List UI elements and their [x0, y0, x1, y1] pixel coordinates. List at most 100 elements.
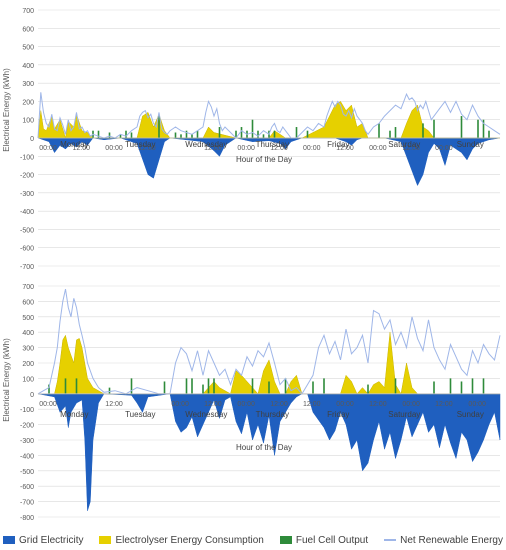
legend-swatch-net-renewable [384, 539, 397, 541]
x-tick-label: 12:00 [303, 401, 321, 408]
y-tick-label: 400 [22, 330, 34, 337]
fuel-cell-bar [378, 123, 380, 138]
y-tick-label: -200 [20, 423, 34, 430]
day-label: Saturday [388, 410, 420, 419]
fuel-cell-bar [48, 384, 50, 394]
x-tick-label: 00:00 [336, 401, 354, 408]
day-label: Wednesday [185, 140, 227, 149]
x-tick-label: 12:00 [204, 145, 222, 152]
fuel-cell-bar [433, 119, 435, 138]
day-label: Tuesday [125, 140, 155, 149]
x-tick-label: 00:00 [468, 401, 486, 408]
x-tick-label: 00:00 [369, 145, 387, 152]
fuel-cell-bar [207, 378, 210, 394]
fuel-cell-bar [306, 130, 309, 138]
fuel-cell-bar [273, 130, 276, 138]
series-net-renewable-line [37, 288, 501, 395]
x-tick-label: 12:00 [270, 145, 288, 152]
x-tick-label: 12:00 [105, 401, 123, 408]
series-electrolyser-area [38, 332, 500, 395]
fuel-cell-bar [262, 134, 265, 138]
legend-item-fuel-cell: Fuel Cell Output [279, 534, 369, 546]
y-axis-label: Electrical Energy (kWh) [2, 338, 11, 422]
fuel-cell-bar [460, 116, 463, 138]
fuel-cell-bar [125, 130, 127, 138]
fuel-cell-bar [323, 378, 325, 394]
y-tick-label: -100 [20, 407, 34, 414]
y-tick-label: 200 [22, 361, 34, 368]
fuel-cell-bar [163, 381, 166, 394]
y-tick-label: -400 [20, 209, 34, 216]
fuel-cell-bar [218, 127, 221, 138]
fuel-cell-bar [130, 132, 133, 138]
chart-panel-2: -800 -700 -600 -500 -400 -300 -200 -100 0 100 200 3… [2, 284, 501, 522]
fuel-cell-bar [108, 132, 111, 138]
x-tick-label: 12:00 [336, 145, 354, 152]
x-tick-label: 00:00 [435, 145, 453, 152]
y-tick-label: 100 [22, 376, 34, 383]
day-label: Friday [327, 410, 349, 419]
legend: Grid Electricity Electrolyser Energy Con… [0, 531, 506, 549]
fuel-cell-bar [394, 127, 397, 138]
day-label: Wednesday [185, 410, 227, 419]
x-tick-label: 12:00 [72, 145, 90, 152]
fuel-cell-bar [482, 119, 485, 138]
x-tick-label: 00:00 [171, 401, 189, 408]
day-label: Monday [60, 410, 88, 419]
fuel-cell-bar [108, 387, 111, 394]
fuel-cell-bar [64, 378, 67, 394]
fuel-cell-bar [130, 378, 133, 394]
day-label: Friday [327, 140, 349, 149]
y-tick-label: -200 [20, 173, 34, 180]
x-axis-label: Hour of the Day [236, 155, 292, 164]
y-tick-label: 700 [22, 284, 34, 291]
fuel-cell-bar [213, 378, 215, 394]
x-tick-label: 00:00 [237, 401, 255, 408]
fuel-cell-bar [191, 134, 193, 138]
x-tick-label: 00:00 [402, 401, 420, 408]
series-grid-electricity-area [37, 137, 501, 187]
y-tick-label: -700 [20, 500, 34, 507]
y-tick-label: 300 [22, 346, 34, 353]
fuel-cell-bar [180, 134, 182, 138]
y-tick-label: 100 [22, 118, 34, 125]
y-tick-label: 600 [22, 26, 34, 33]
chart-panel-1: -700 -600 -500 -400 -300 -200 -100 0 100 200 300 40… [2, 8, 501, 271]
fuel-cell-bar [202, 384, 204, 394]
fuel-cell-bar [422, 123, 424, 138]
day-label: Tuesday [125, 410, 155, 419]
legend-label-electrolyser: Electrolyser Energy Consumption [115, 534, 264, 546]
fuel-cell-bar [158, 116, 160, 138]
fuel-cell-bar [75, 378, 78, 394]
fuel-cell-bar [191, 378, 193, 394]
y-tick-label: 200 [22, 99, 34, 106]
legend-item-grid: Grid Electricity [3, 535, 83, 546]
x-axis-label: Hour of the Day [236, 443, 292, 452]
y-tick-label: -300 [20, 191, 34, 198]
day-label: Saturday [388, 140, 420, 149]
fuel-cell-bar [482, 378, 485, 394]
legend-label-grid: Grid Electricity [19, 534, 84, 546]
fuel-cell-bar [257, 130, 259, 138]
x-tick-label: 12:00 [369, 401, 387, 408]
fuel-cell-bar [488, 130, 490, 138]
y-tick-label: -800 [20, 515, 34, 522]
fuel-cell-bar [389, 130, 391, 138]
legend-label-net-renewable: Net Renewable Energy [400, 534, 503, 546]
fuel-cell-bar [295, 127, 298, 138]
x-tick-label: 12:00 [204, 401, 222, 408]
legend-label-fuel-cell: Fuel Cell Output [295, 534, 369, 546]
day-label: Thursday [256, 140, 289, 149]
x-tick-label: 00:00 [303, 145, 321, 152]
fuel-cell-bar [433, 381, 435, 394]
day-label: Thursday [256, 410, 289, 419]
y-tick-label: -500 [20, 227, 34, 234]
fuel-cell-bar [240, 127, 243, 138]
x-tick-label: 00:00 [237, 145, 255, 152]
y-tick-label: 0 [30, 136, 34, 143]
y-tick-label: 500 [22, 315, 34, 322]
y-tick-label: 500 [22, 45, 34, 52]
legend-swatch-grid [3, 536, 16, 544]
day-label: Sunday [457, 140, 484, 149]
legend-swatch-fuel-cell [279, 536, 292, 544]
